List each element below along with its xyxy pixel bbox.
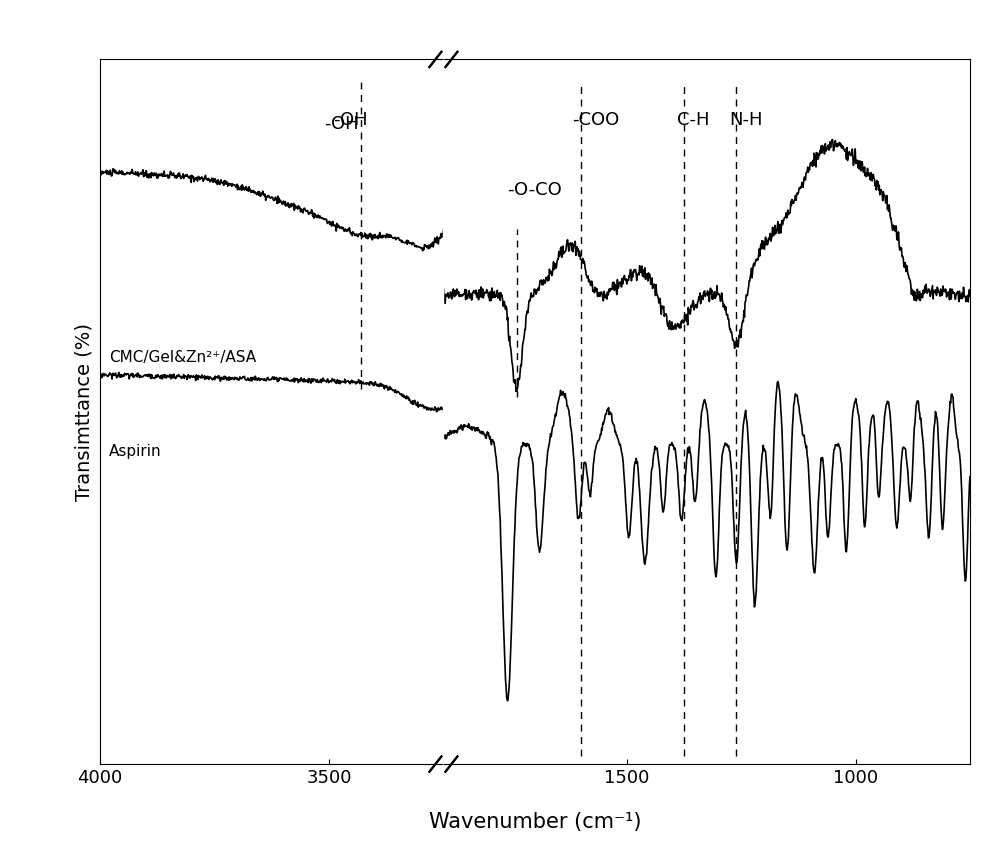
Text: Wavenumber (cm⁻¹): Wavenumber (cm⁻¹) xyxy=(429,812,641,832)
Text: -OH: -OH xyxy=(334,110,368,129)
Text: -OH: -OH xyxy=(324,115,359,133)
Text: C-H: C-H xyxy=(677,110,709,129)
Text: N-H: N-H xyxy=(730,110,763,129)
Y-axis label: Transimttance (%): Transimttance (%) xyxy=(74,323,93,501)
Text: -O-CO: -O-CO xyxy=(508,181,562,199)
Text: -COO: -COO xyxy=(572,110,619,129)
Text: Aspirin: Aspirin xyxy=(109,444,162,458)
Text: CMC/Gel&Zn²⁺/ASA: CMC/Gel&Zn²⁺/ASA xyxy=(109,350,256,365)
